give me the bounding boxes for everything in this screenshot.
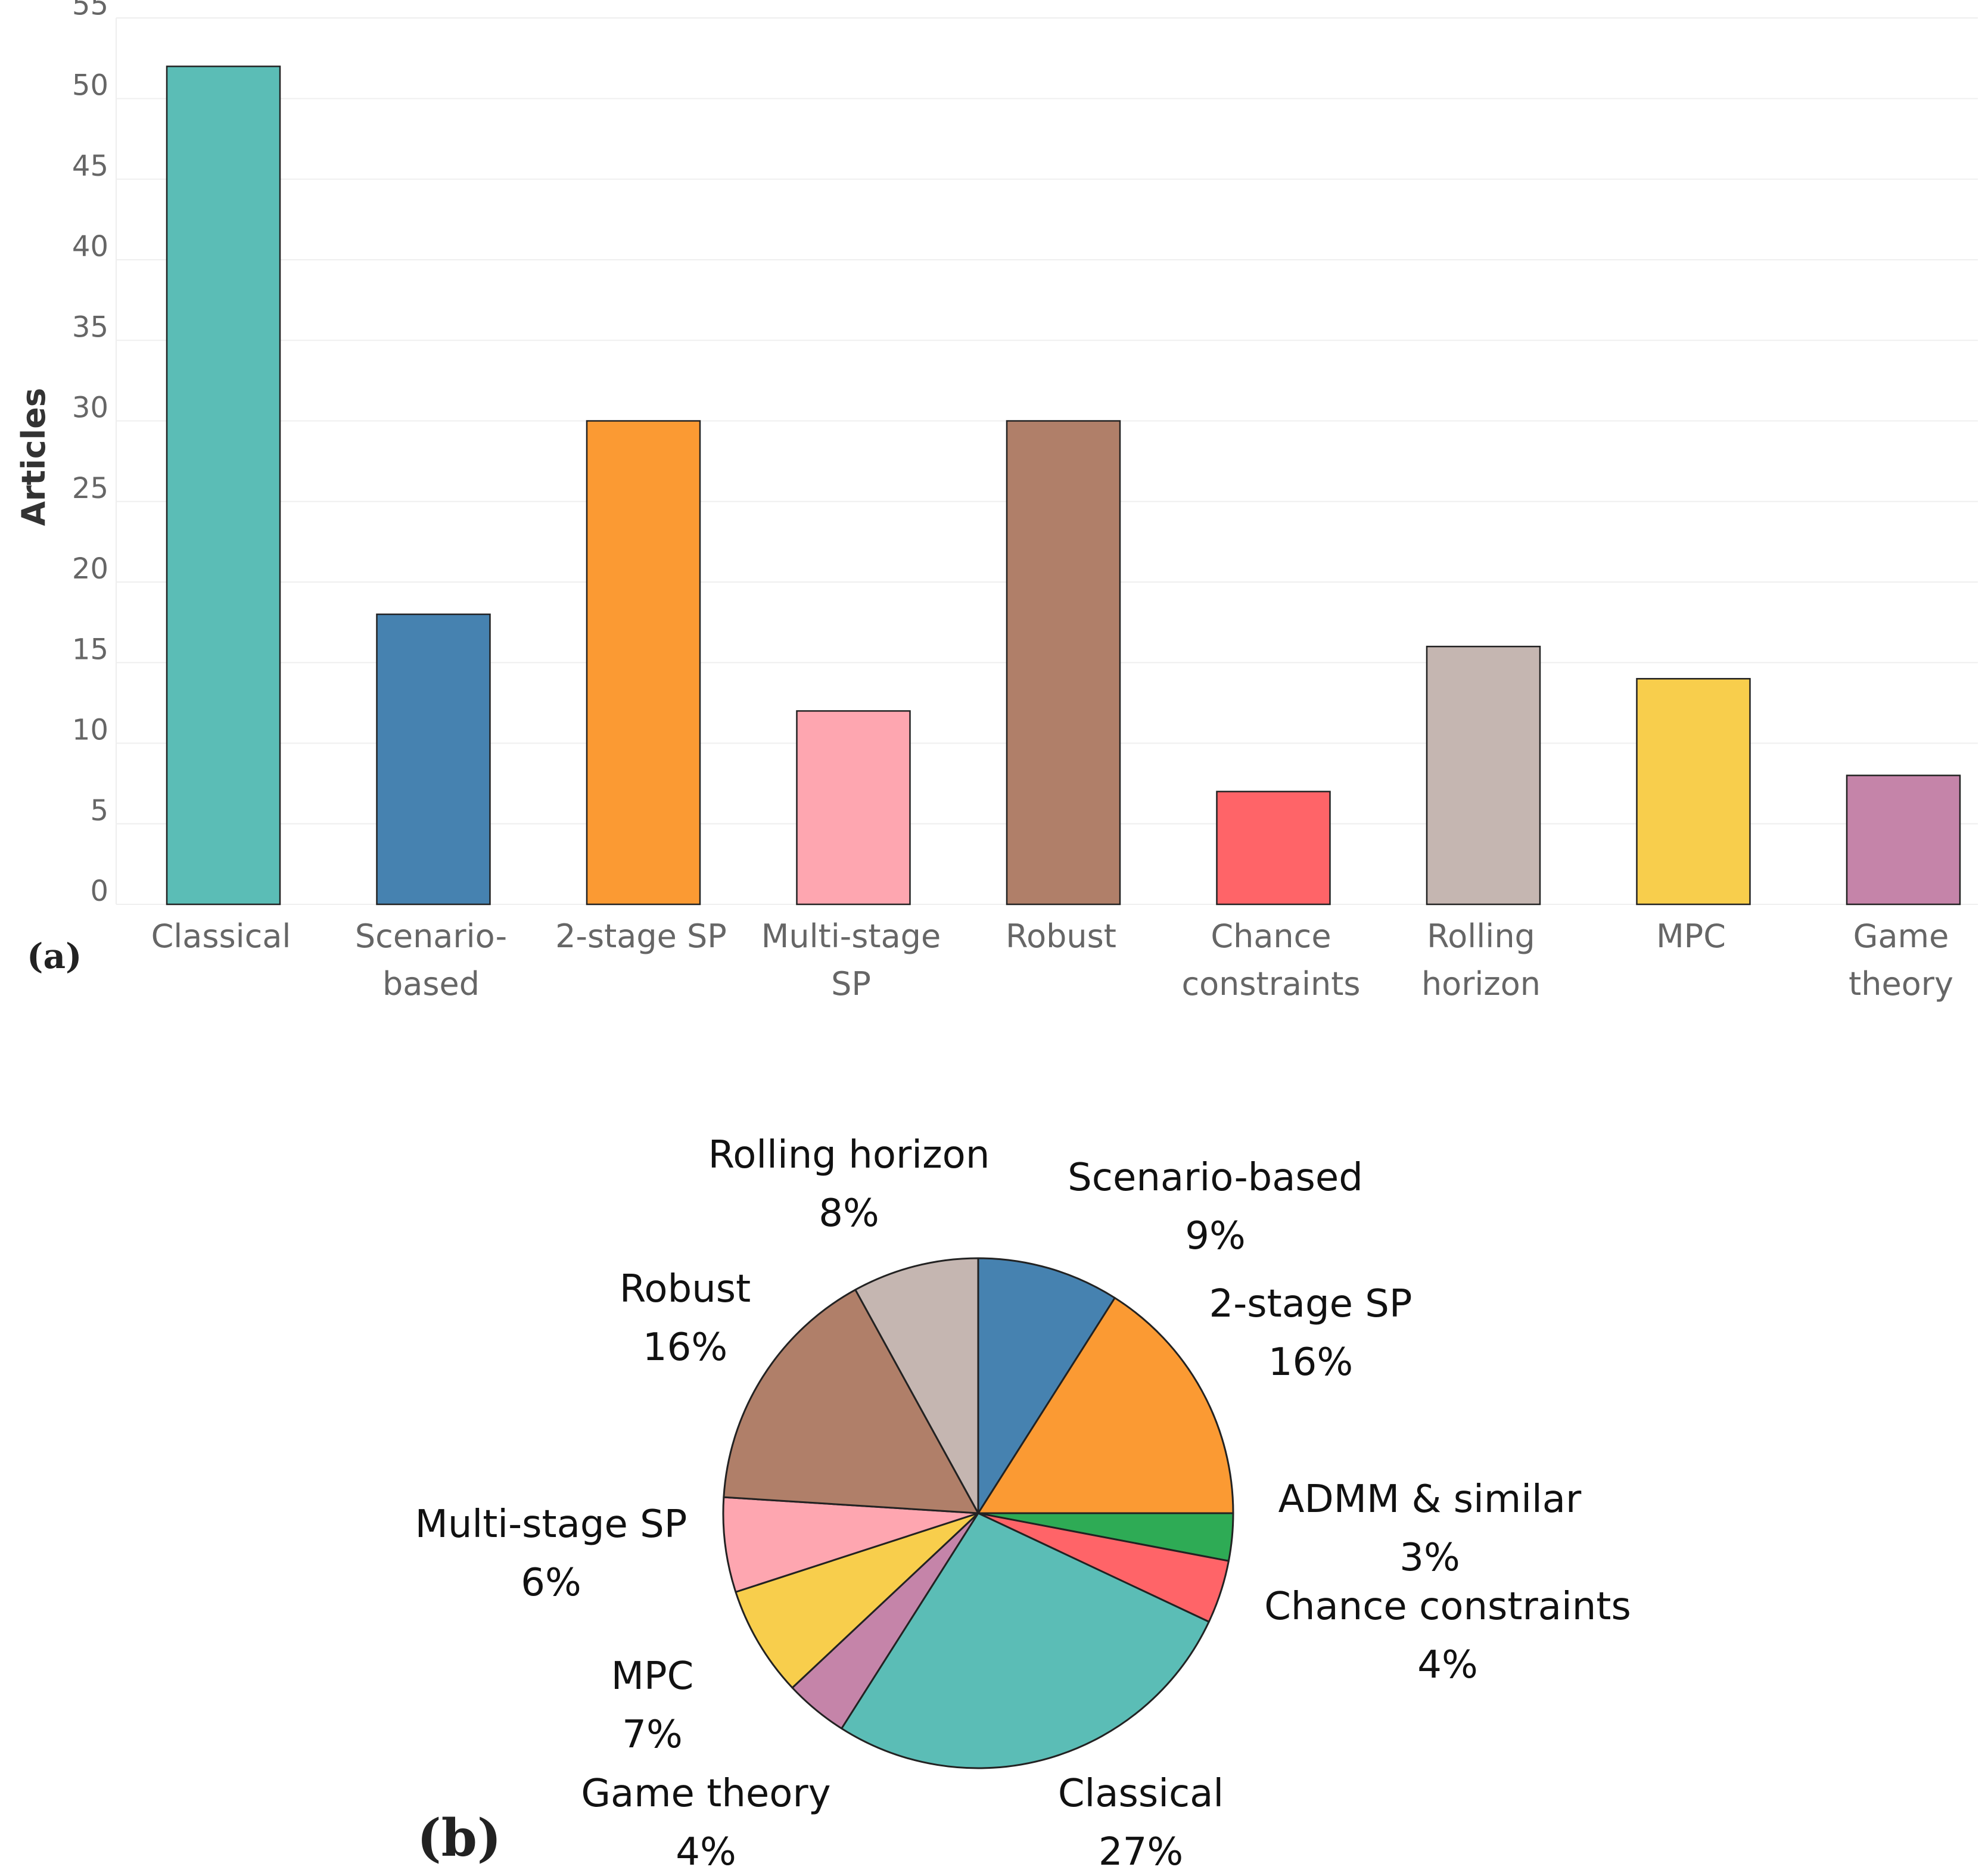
- bar: [376, 613, 491, 906]
- bar-x-tick-labels: Classical Scenario-based 2-stage SP Multi-s…: [151, 917, 1953, 1003]
- y-tick-label: 20: [72, 552, 108, 586]
- y-axis-label: Articles: [15, 388, 52, 526]
- pie-slice-label: ADMM & similar: [1278, 1477, 1582, 1522]
- pie-slice-percent: 4%: [1417, 1643, 1478, 1687]
- bar: [1636, 678, 1751, 906]
- y-tick-label: 25: [72, 472, 108, 505]
- x-tick-label: based: [382, 965, 480, 1003]
- bar-y-tick-labels: 0 5 10 15 20 25 30 35 40 45 50 55: [72, 0, 108, 908]
- x-tick-label: theory: [1849, 965, 1953, 1003]
- bar: [1216, 791, 1331, 906]
- x-tick-label: Classical: [151, 917, 291, 955]
- bar: [1846, 774, 1961, 906]
- pie-slice-label: Game theory: [581, 1772, 830, 1816]
- pie-slice-percent: 4%: [676, 1830, 736, 1874]
- panel-label-b: (b): [417, 1808, 502, 1868]
- x-tick-label: constraints: [1181, 965, 1360, 1003]
- x-tick-label: horizon: [1421, 965, 1541, 1003]
- pie-slice: [722, 1496, 979, 1593]
- pie-slice-label: 2-stage SP: [1209, 1282, 1412, 1326]
- x-tick-label: MPC: [1656, 917, 1726, 955]
- y-tick-label: 35: [72, 310, 108, 344]
- pie-slice-label: Scenario-based: [1068, 1156, 1363, 1200]
- x-tick-label: Chance: [1211, 917, 1331, 955]
- pie-chart: Scenario-based 9% 2-stage SP 16% ADMM & simi…: [415, 1133, 1631, 1874]
- pie-slice-percent: 7%: [622, 1713, 683, 1757]
- pie-slice: [977, 1297, 1234, 1514]
- pie-slices: [722, 1257, 1234, 1769]
- x-tick-label: Game: [1853, 917, 1949, 955]
- x-tick-label: Scenario-: [355, 917, 507, 955]
- pie-slice-label: Classical: [1058, 1772, 1224, 1816]
- pie-slice-percent: 16%: [1268, 1340, 1353, 1385]
- bar-series: [166, 66, 1961, 906]
- y-tick-label: 40: [72, 230, 108, 263]
- pie-labels: Scenario-based 9% 2-stage SP 16% ADMM & simi…: [415, 1133, 1631, 1874]
- x-tick-label: Robust: [1006, 917, 1116, 955]
- pie-slice-percent: 6%: [521, 1561, 581, 1605]
- pie-slice-label: Robust: [620, 1267, 751, 1311]
- y-tick-label: 55: [72, 0, 108, 21]
- y-tick-label: 30: [72, 391, 108, 425]
- pie-slice-percent: 3%: [1399, 1536, 1460, 1580]
- y-tick-label: 45: [72, 150, 108, 183]
- y-tick-label: 50: [72, 69, 108, 102]
- panel-label-a: (a): [27, 936, 82, 976]
- x-tick-label: Rolling: [1427, 917, 1535, 955]
- pie-slice-percent: 9%: [1185, 1214, 1246, 1258]
- pie-slice-label: Rolling horizon: [708, 1133, 990, 1177]
- bar-chart: 0 5 10 15 20 25 30 35 40 45 50 55 Articles Classica…: [15, 0, 1978, 1003]
- pie-slice: [854, 1257, 979, 1514]
- pie-slice-label: Chance constraints: [1264, 1585, 1631, 1629]
- pie-slice: [841, 1512, 1210, 1769]
- y-tick-label: 15: [72, 633, 108, 666]
- y-tick-label: 5: [90, 794, 108, 827]
- bar: [166, 66, 281, 906]
- pie-slice-label: Multi-stage SP: [415, 1502, 687, 1547]
- pie-slice: [735, 1512, 979, 1689]
- pie-slice-percent: 16%: [643, 1326, 727, 1370]
- x-tick-label: SP: [831, 965, 871, 1003]
- bar: [1006, 420, 1121, 906]
- bar: [1426, 645, 1541, 906]
- pie-slice-percent: 8%: [819, 1191, 879, 1236]
- y-tick-label: 0: [90, 875, 108, 908]
- pie-slice: [977, 1257, 1116, 1514]
- y-tick-label: 10: [72, 714, 108, 747]
- bar: [586, 420, 701, 906]
- x-tick-label: 2-stage SP: [555, 917, 727, 955]
- x-tick-label: Multi-stage: [761, 917, 941, 955]
- pie-slice: [723, 1289, 979, 1514]
- bar: [796, 710, 911, 906]
- pie-slice-label: MPC: [611, 1654, 694, 1698]
- pie-slice-percent: 27%: [1099, 1830, 1183, 1874]
